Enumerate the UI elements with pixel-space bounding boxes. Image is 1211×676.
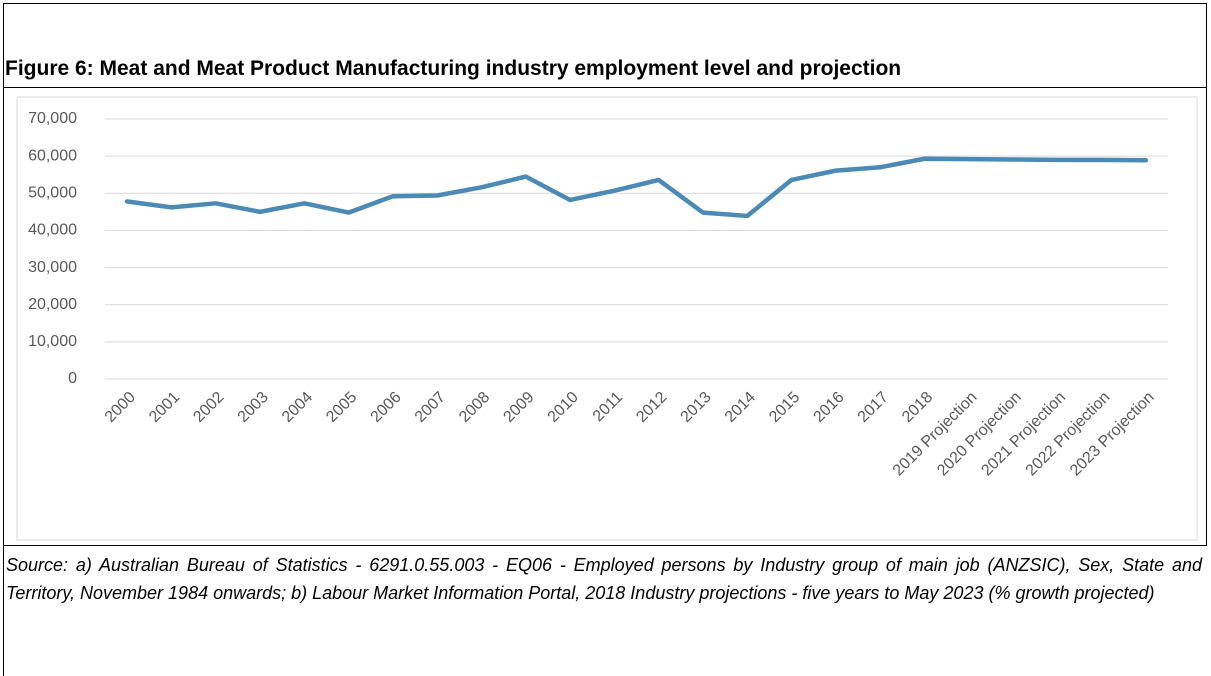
x-tick-label: 2016 xyxy=(810,389,847,426)
y-tick-label: 50,000 xyxy=(28,185,77,202)
data-line xyxy=(124,156,1149,219)
x-tick-label: 2008 xyxy=(456,389,493,426)
y-tick-label: 60,000 xyxy=(28,147,77,164)
x-tick-label: 2002 xyxy=(190,389,227,426)
x-tick-label: 2014 xyxy=(722,389,759,426)
y-tick-label: 20,000 xyxy=(28,296,77,313)
divider xyxy=(3,545,1207,546)
x-tick-label: 2018 xyxy=(899,389,936,426)
x-tick-label: 2007 xyxy=(412,389,449,426)
y-tick-label: 10,000 xyxy=(28,333,77,350)
chart-area xyxy=(16,96,1198,541)
x-tick-label: 2017 xyxy=(855,389,892,426)
x-tick-label: 2005 xyxy=(323,389,360,426)
y-tick-label: 70,000 xyxy=(28,110,77,127)
y-tick-label: 40,000 xyxy=(28,222,77,239)
x-tick-label: 2009 xyxy=(500,389,537,426)
source-note: Source: a) Australian Bureau of Statisti… xyxy=(6,555,1202,603)
x-tick-label: 2023 Projection xyxy=(1067,389,1158,480)
x-tick-label: 2003 xyxy=(235,389,272,426)
x-tick-label: 2006 xyxy=(368,389,405,426)
y-tick-label: 0 xyxy=(68,370,77,387)
chart-title: Figure 6: Meat and Meat Product Manufact… xyxy=(5,57,902,80)
x-tick-label: 2012 xyxy=(633,389,670,426)
x-tick-label: 2015 xyxy=(766,389,803,426)
x-tick-label: 2013 xyxy=(678,389,715,426)
frame xyxy=(3,3,1207,676)
x-tick-label: 2011 xyxy=(590,389,626,425)
y-tick-label: 30,000 xyxy=(28,259,77,276)
divider xyxy=(3,87,1207,88)
border xyxy=(1206,3,1207,546)
x-tick-label: 2010 xyxy=(545,389,582,426)
x-tick-label: 2001 xyxy=(146,389,183,426)
x-tick-label: 2004 xyxy=(279,389,316,426)
x-tick-label: 2000 xyxy=(102,389,139,426)
